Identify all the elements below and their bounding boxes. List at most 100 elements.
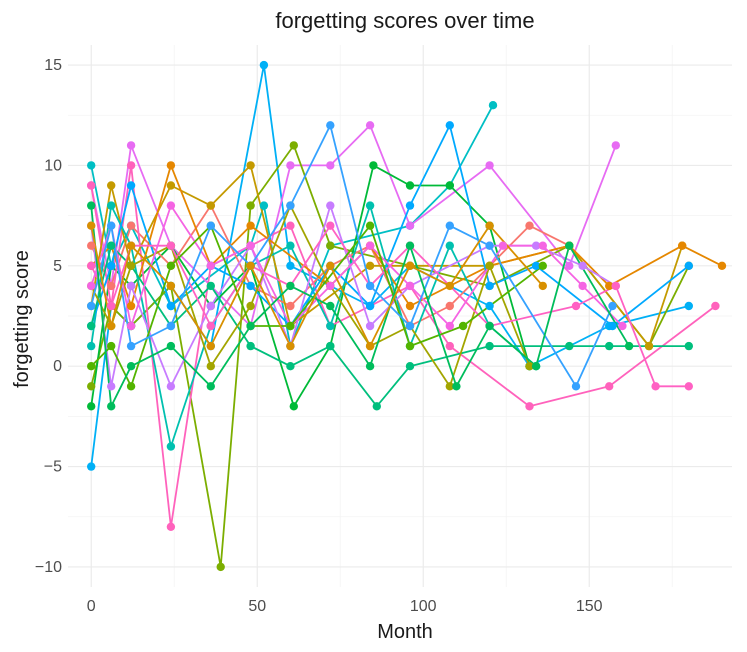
- data-point: [525, 221, 534, 230]
- data-point: [259, 60, 269, 70]
- data-point: [538, 261, 547, 270]
- data-point: [107, 382, 116, 391]
- data-point: [531, 261, 541, 270]
- data-point: [445, 281, 454, 291]
- data-point: [445, 301, 454, 311]
- data-point: [365, 121, 375, 130]
- data-point: [678, 241, 687, 250]
- data-point: [216, 562, 225, 572]
- data-point: [365, 281, 375, 291]
- chart-title: forgetting scores over time: [275, 8, 534, 33]
- data-point: [107, 281, 116, 291]
- data-point: [608, 321, 617, 331]
- data-point: [166, 281, 176, 291]
- data-point: [107, 221, 116, 230]
- data-point: [87, 281, 96, 291]
- data-point: [611, 141, 620, 150]
- y-tick-label: 10: [44, 157, 62, 174]
- data-point: [525, 402, 534, 411]
- data-point: [445, 221, 454, 230]
- data-point: [651, 382, 660, 391]
- data-point: [452, 382, 461, 391]
- data-point: [246, 161, 255, 170]
- data-point: [485, 261, 494, 270]
- data-point: [405, 321, 415, 331]
- data-point: [485, 341, 494, 351]
- data-point: [107, 341, 116, 351]
- data-point: [565, 341, 574, 351]
- data-point: [87, 362, 96, 371]
- data-point: [405, 362, 415, 371]
- data-point: [485, 241, 494, 250]
- data-point: [107, 181, 116, 190]
- data-point: [498, 241, 508, 250]
- data-point: [405, 181, 415, 190]
- data-point: [107, 241, 116, 250]
- y-tick-label: 5: [53, 258, 62, 275]
- data-point: [87, 382, 96, 391]
- data-point: [87, 341, 96, 351]
- data-point: [372, 402, 381, 411]
- data-point: [87, 301, 96, 311]
- data-point: [326, 121, 335, 130]
- data-point: [525, 362, 534, 371]
- data-point: [126, 362, 136, 371]
- data-point: [126, 281, 136, 291]
- data-point: [326, 161, 335, 170]
- data-point: [365, 301, 375, 311]
- data-point: [126, 141, 136, 150]
- data-point: [166, 522, 176, 531]
- data-point: [286, 321, 295, 331]
- data-point: [107, 301, 116, 311]
- data-point: [565, 241, 574, 250]
- data-point: [126, 161, 136, 170]
- data-point: [166, 181, 176, 190]
- data-point: [246, 221, 255, 230]
- y-tick-label: 15: [44, 57, 62, 74]
- data-point: [445, 241, 454, 250]
- data-point: [246, 341, 255, 351]
- data-point: [571, 382, 581, 391]
- data-point: [286, 261, 295, 270]
- data-point: [326, 341, 335, 351]
- x-tick-label: 100: [410, 598, 437, 615]
- data-point: [206, 281, 215, 291]
- data-point: [531, 241, 541, 250]
- data-point: [246, 321, 255, 331]
- data-point: [445, 341, 454, 351]
- data-point: [605, 382, 614, 391]
- series-line: [90, 244, 689, 408]
- x-tick-label: 50: [248, 598, 266, 615]
- data-point: [286, 341, 295, 351]
- data-point: [326, 261, 335, 270]
- data-point: [286, 281, 295, 291]
- data-point: [206, 221, 215, 230]
- data-point: [326, 301, 335, 311]
- data-point: [485, 221, 494, 230]
- data-point: [326, 241, 335, 250]
- data-point: [286, 161, 295, 170]
- data-point: [684, 382, 693, 391]
- data-point: [565, 261, 574, 270]
- data-point: [578, 261, 587, 270]
- data-point: [538, 281, 547, 291]
- data-point: [365, 221, 375, 230]
- data-point: [326, 221, 335, 230]
- data-point: [531, 362, 541, 371]
- data-point: [206, 321, 215, 331]
- data-point: [126, 321, 136, 331]
- data-point: [246, 201, 255, 210]
- data-point: [684, 341, 693, 351]
- data-point: [289, 402, 298, 411]
- data-point: [87, 462, 96, 471]
- data-point: [126, 261, 136, 270]
- data-point: [405, 201, 415, 210]
- data-point: [87, 221, 96, 230]
- data-point: [246, 241, 255, 250]
- data-point: [166, 201, 176, 210]
- series-points: [87, 60, 727, 572]
- y-tick-label: −10: [35, 559, 62, 576]
- data-point: [488, 101, 498, 110]
- data-point: [405, 221, 415, 230]
